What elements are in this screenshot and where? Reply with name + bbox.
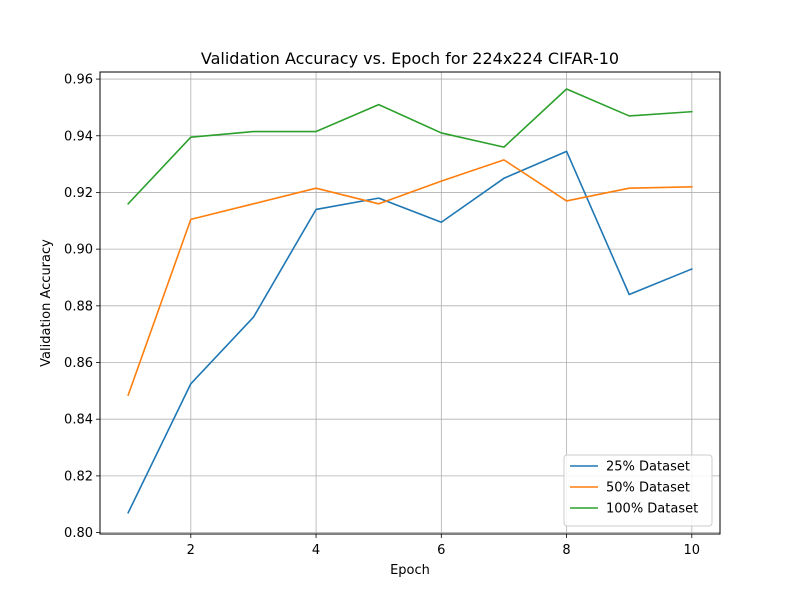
x-tick-label: 8	[562, 543, 570, 558]
x-tick-label: 6	[437, 543, 445, 558]
y-tick-label: 0.80	[64, 526, 93, 541]
legend: 25% Dataset 50% Dataset 100% Dataset	[563, 454, 713, 527]
y-axis-label: Validation Accuracy	[39, 239, 54, 367]
x-axis-label: Epoch	[390, 563, 430, 578]
grid	[100, 72, 720, 534]
x-tick-label: 4	[312, 543, 320, 558]
x-tick-label: 2	[187, 543, 195, 558]
chart-title: Validation Accuracy vs. Epoch for 224x22…	[201, 49, 619, 68]
series-line	[127, 159, 693, 397]
y-tick-label: 0.82	[64, 469, 93, 484]
legend-label: 100% Dataset	[606, 502, 698, 517]
series-lines	[127, 88, 693, 514]
y-tick-label: 0.96	[64, 73, 93, 88]
series-line	[127, 150, 693, 514]
x-tick-label: 10	[684, 543, 701, 558]
y-tick-label: 0.86	[64, 356, 93, 371]
y-tick-label: 0.92	[64, 186, 93, 201]
y-tick-label: 0.88	[64, 299, 93, 314]
series-line	[127, 88, 693, 205]
y-tick-label: 0.94	[64, 129, 93, 144]
x-axis-ticks: 2 4 6 8 10	[187, 534, 700, 558]
legend-label: 50% Dataset	[606, 481, 690, 496]
y-tick-label: 0.84	[64, 413, 93, 428]
plot-frame	[99, 71, 721, 535]
y-tick-label: 0.90	[64, 243, 93, 258]
y-axis-ticks: 0.80 0.82 0.84 0.86 0.88 0.90 0.92 0.94 0.96	[64, 73, 100, 541]
legend-label: 25% Dataset	[606, 460, 690, 475]
legend-box	[563, 454, 713, 527]
